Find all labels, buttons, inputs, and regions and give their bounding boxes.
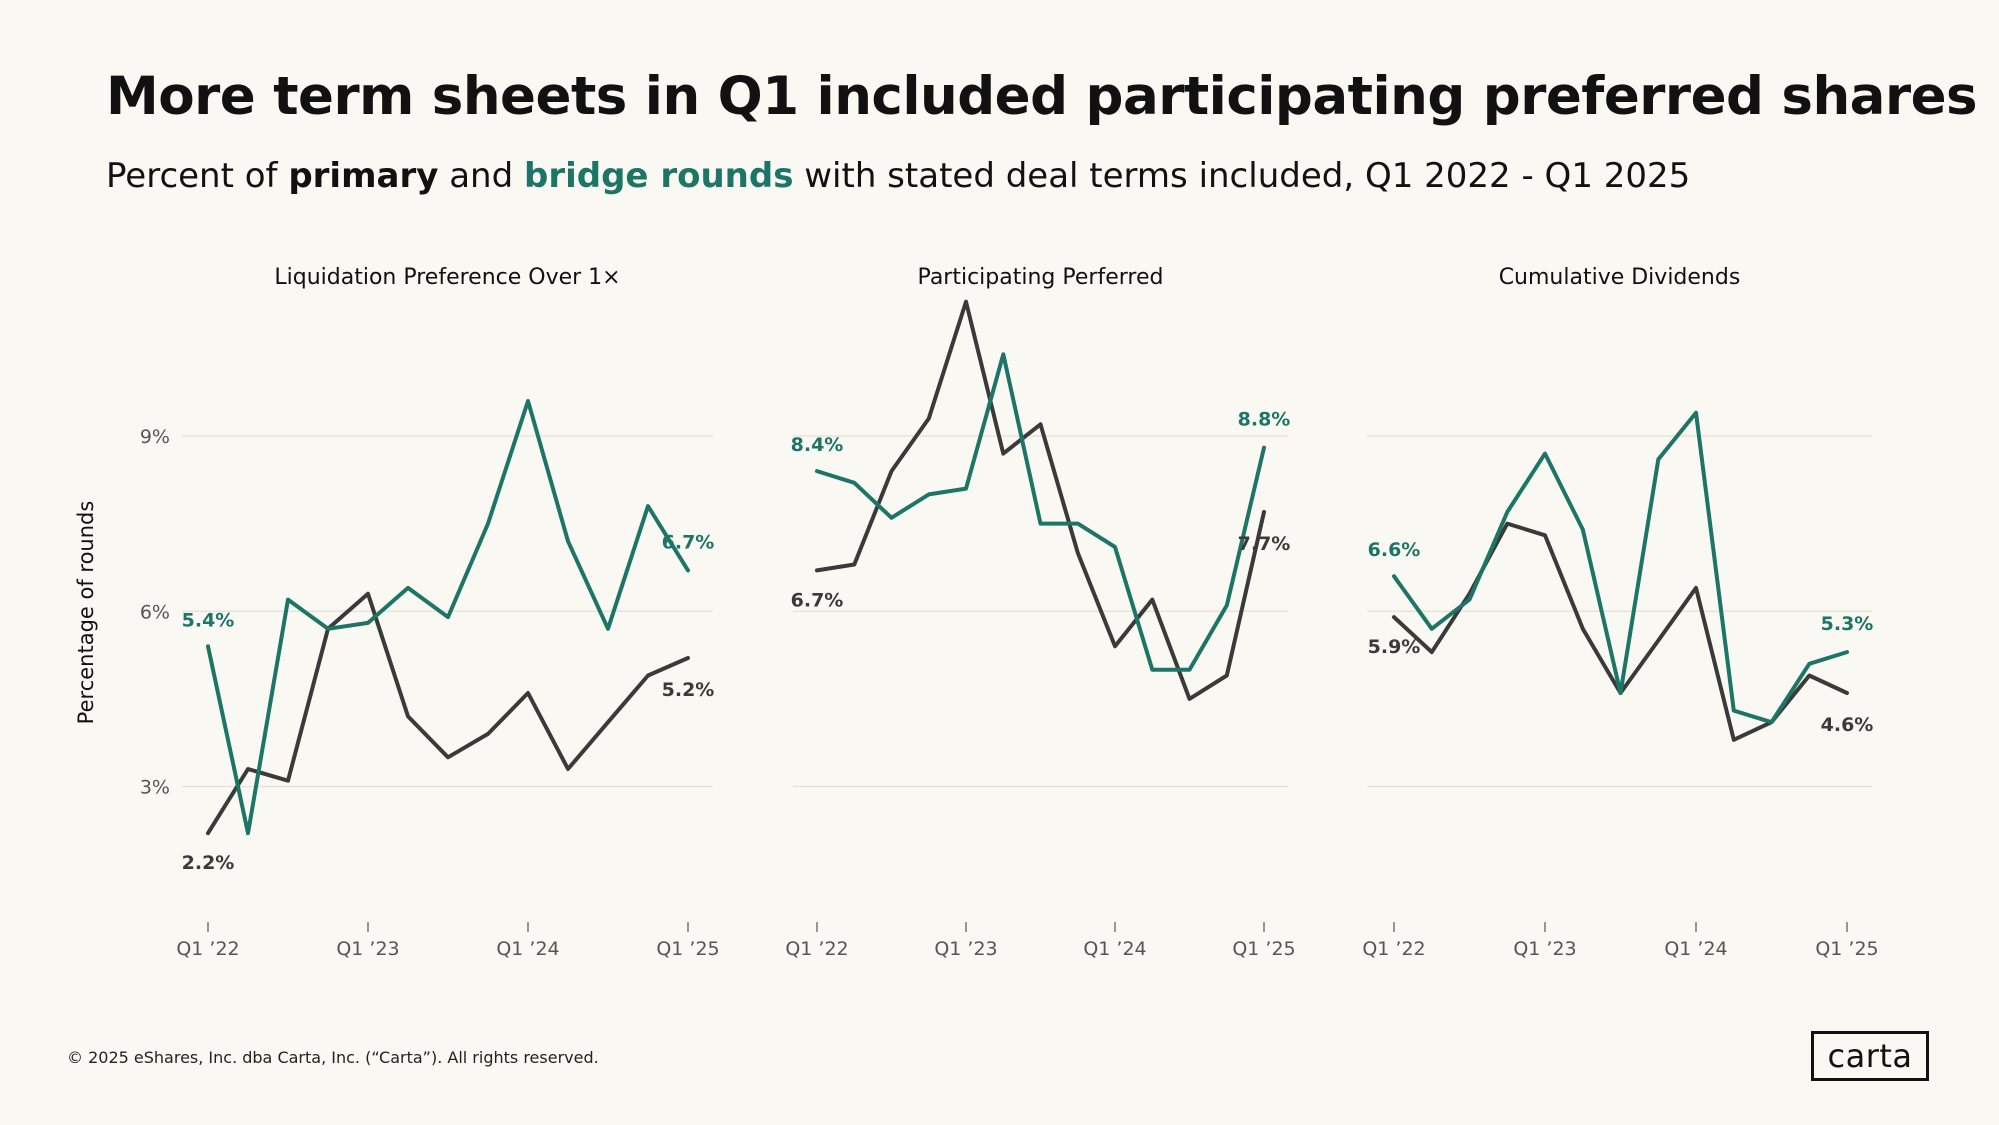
series-line-bridge-rounds — [206, 399, 690, 836]
series-line-primary — [206, 591, 690, 836]
subtitle-prefix: Percent of — [106, 156, 289, 196]
x-tick-label: Q1 ’25 — [1815, 938, 1878, 960]
x-tick-label: Q1 ’22 — [176, 938, 239, 960]
x-tick-label: Q1 ’22 — [785, 938, 848, 960]
data-label-start-primary: 5.9% — [1368, 636, 1421, 658]
carta-logo: carta — [1811, 1031, 1929, 1081]
x-tick-label: Q1 ’24 — [1083, 938, 1146, 960]
subtitle-suffix: with stated deal terms included, Q1 2022… — [793, 156, 1691, 196]
data-label-end-primary: 7.7% — [1238, 533, 1291, 555]
x-tick-label: Q1 ’23 — [336, 938, 399, 960]
series-line-primary — [815, 299, 1266, 701]
chart-title: Liquidation Preference Over 1× — [274, 265, 620, 290]
subtitle-primary-legend: primary — [288, 156, 439, 196]
x-tick-label: Q1 ’22 — [1362, 938, 1425, 960]
chart-title: Participating Perferred — [918, 265, 1164, 290]
subtitle-and: and — [438, 156, 524, 196]
page-subtitle: Percent of primary and bridge rounds wit… — [106, 156, 1690, 196]
data-label-start-bridge-rounds: 6.6% — [1368, 539, 1421, 561]
y-tick-label: 3% — [140, 776, 170, 798]
x-tick-label: Q1 ’24 — [496, 938, 559, 960]
y-axis-label: Percentage of rounds — [74, 501, 98, 725]
data-label-end-primary: 4.6% — [1821, 714, 1874, 736]
data-label-end-primary: 5.2% — [662, 679, 715, 701]
y-tick-label: 6% — [140, 601, 170, 623]
data-label-start-primary: 2.2% — [182, 852, 235, 874]
data-label-start-primary: 6.7% — [791, 589, 844, 611]
data-label-end-bridge-rounds: 5.3% — [1821, 613, 1874, 635]
subtitle-bridge-legend: bridge rounds — [523, 156, 794, 196]
x-tick-label: Q1 ’23 — [934, 938, 997, 960]
series-line-bridge-rounds — [1392, 410, 1849, 725]
y-tick-label: 9% — [140, 426, 170, 448]
copyright-footer: © 2025 eShares, Inc. dba Carta, Inc. (“C… — [67, 1048, 599, 1067]
x-tick-label: Q1 ’25 — [1232, 938, 1295, 960]
x-tick-label: Q1 ’23 — [1513, 938, 1576, 960]
x-tick-label: Q1 ’24 — [1664, 938, 1727, 960]
chart-title: Cumulative Dividends — [1499, 265, 1741, 290]
data-label-end-bridge-rounds: 8.8% — [1238, 409, 1291, 431]
page-title: More term sheets in Q1 included particip… — [106, 66, 1978, 127]
series-line-bridge-rounds — [815, 352, 1266, 672]
x-tick-label: Q1 ’25 — [656, 938, 719, 960]
data-label-end-bridge-rounds: 6.7% — [662, 531, 715, 553]
data-label-start-bridge-rounds: 5.4% — [182, 609, 235, 631]
data-label-start-bridge-rounds: 8.4% — [791, 434, 844, 456]
